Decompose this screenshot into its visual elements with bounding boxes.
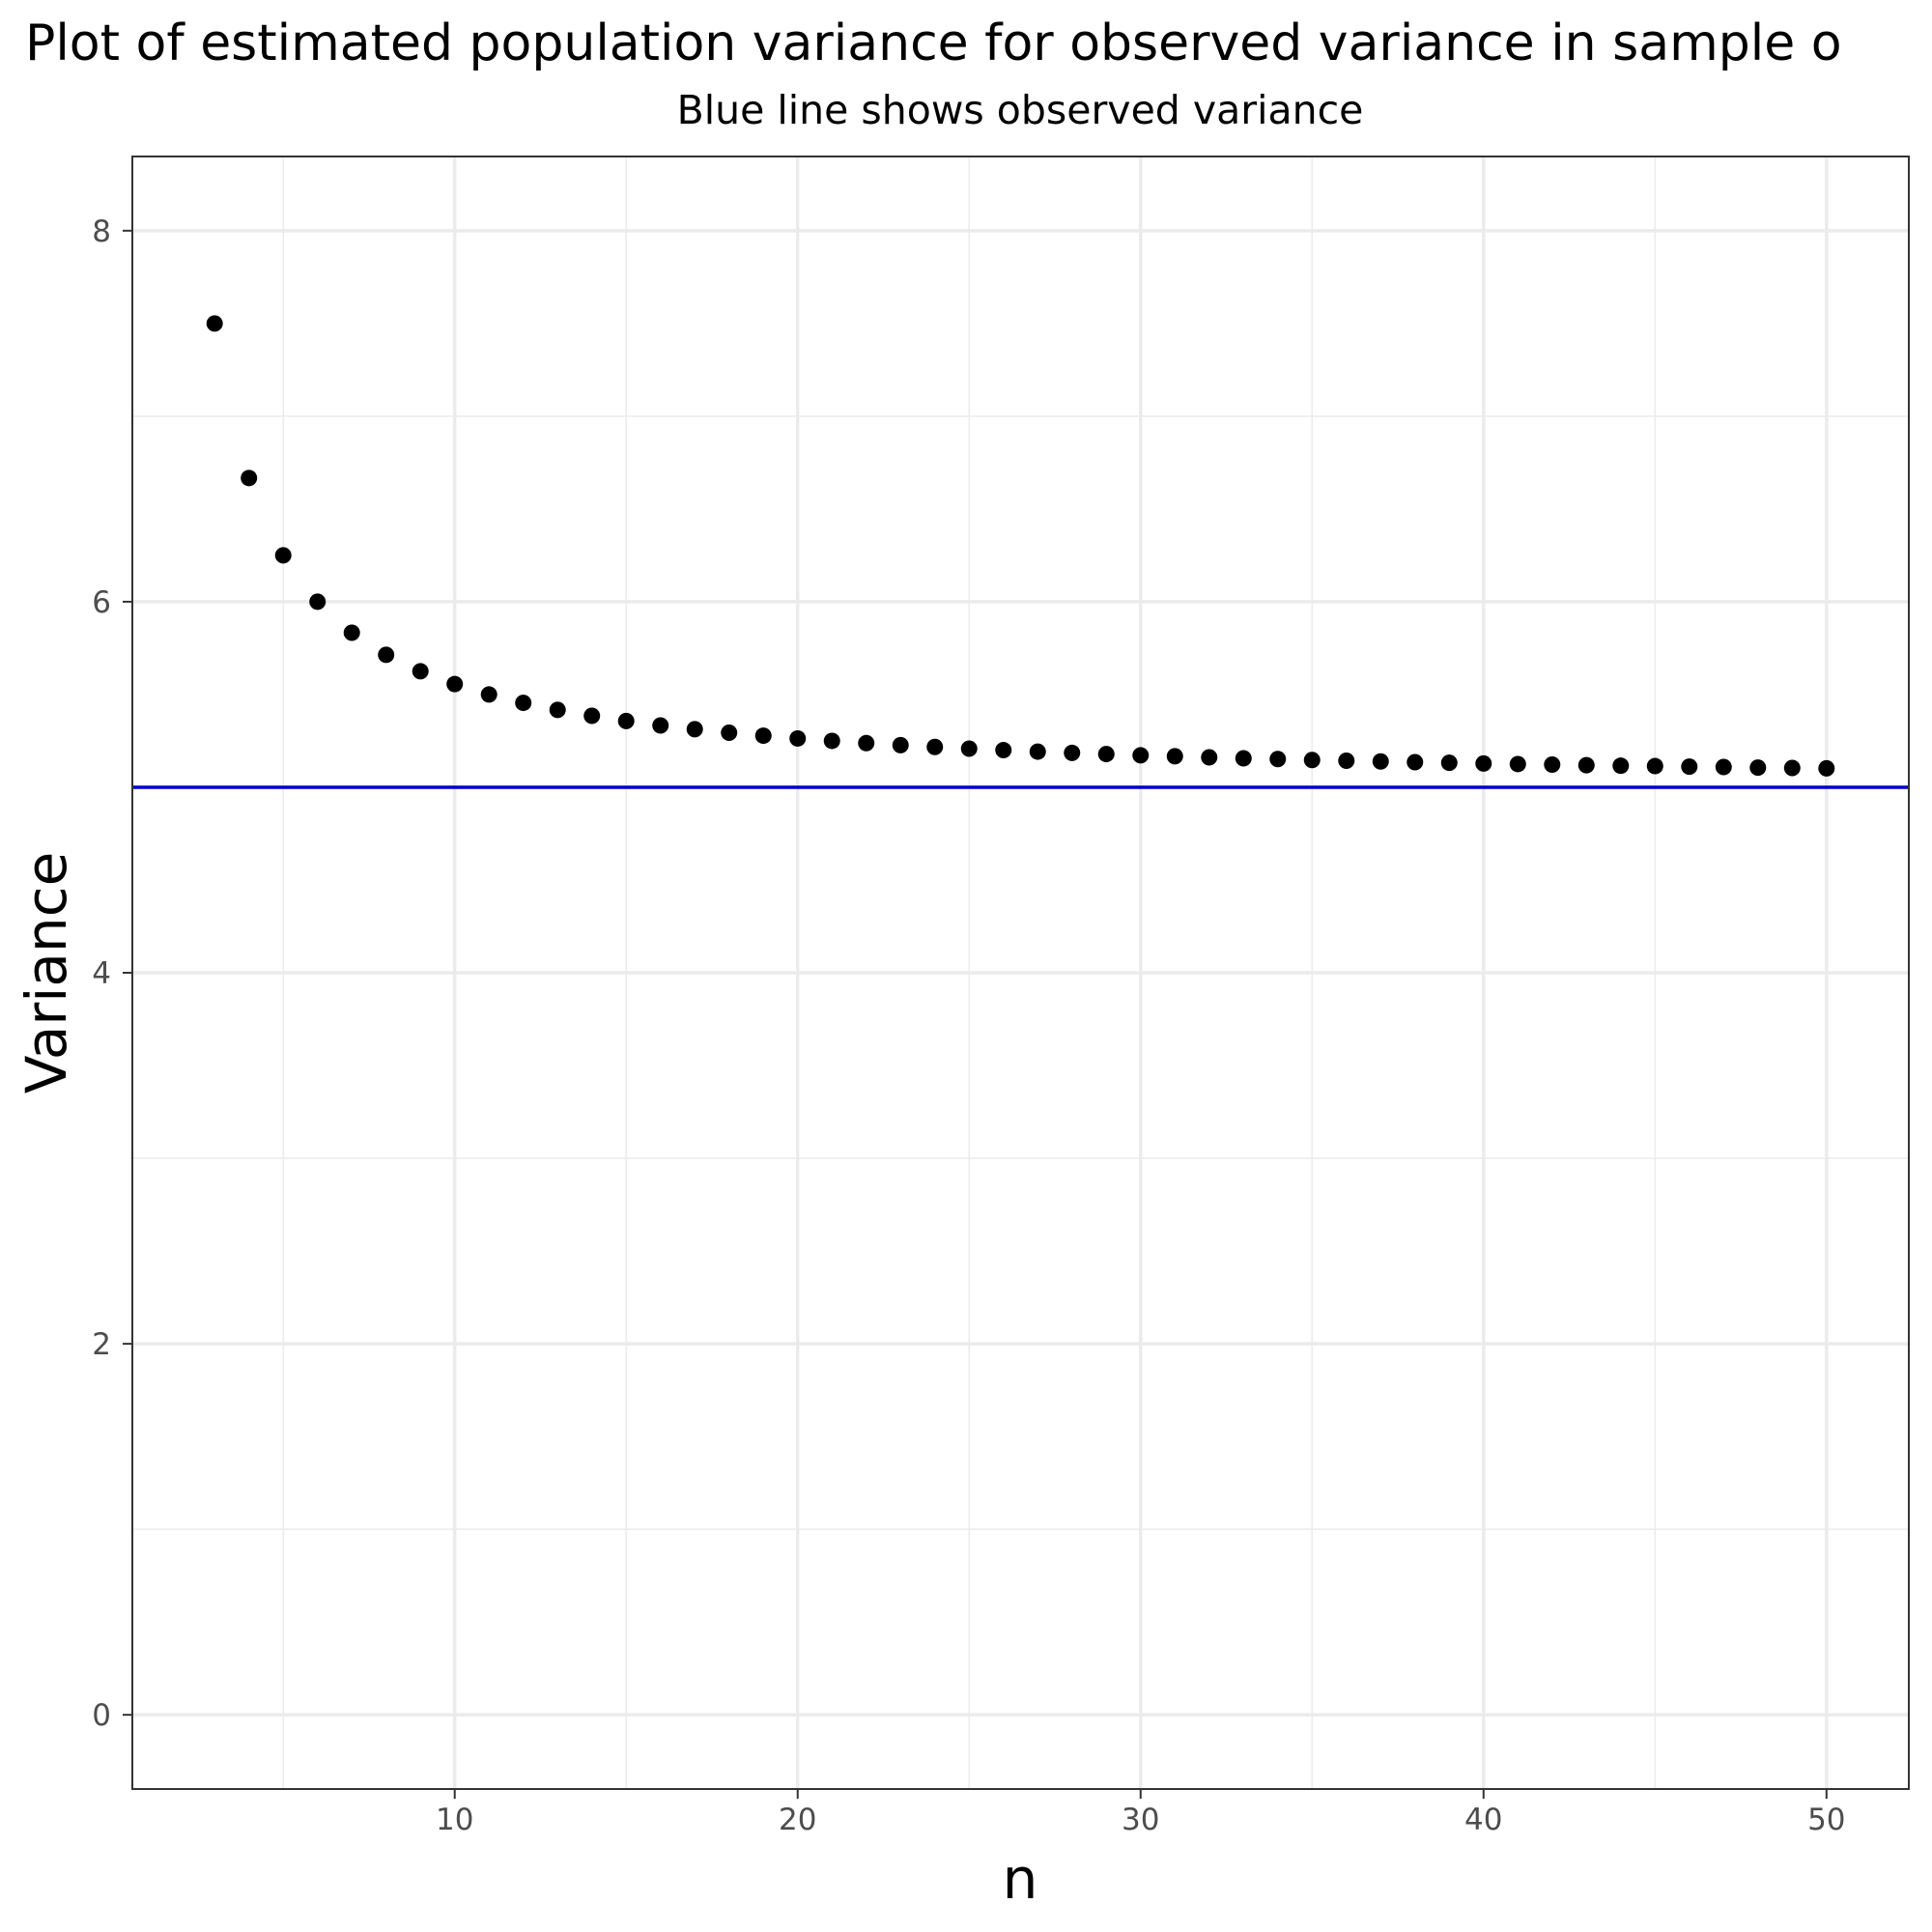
data-point: [480, 686, 497, 703]
data-point: [274, 547, 292, 564]
data-point: [1201, 749, 1218, 766]
data-point: [686, 721, 703, 738]
data-point: [789, 729, 807, 747]
x-axis: 10 20 30 40 50: [436, 1789, 1846, 1837]
data-point: [1166, 748, 1183, 765]
data-point: [721, 724, 738, 741]
data-point: [1544, 756, 1561, 774]
x-tick-label: 30: [1122, 1803, 1159, 1837]
data-point: [995, 742, 1012, 759]
major-gridlines: [132, 156, 1909, 1789]
data-point: [446, 675, 464, 693]
data-points: [206, 315, 1835, 777]
data-point: [583, 707, 601, 724]
data-point: [1235, 750, 1252, 767]
y-tick-label: 0: [92, 1698, 111, 1733]
data-point: [754, 727, 772, 745]
chart-subtitle: Blue line shows observed variance: [677, 87, 1364, 133]
data-point: [343, 624, 360, 641]
axes: 10 20 30 40 50 0 2 4 6 8: [92, 214, 1845, 1837]
data-point: [1509, 755, 1526, 773]
y-tick-label: 2: [92, 1327, 111, 1362]
y-tick-label: 6: [92, 585, 111, 620]
data-point: [1749, 759, 1767, 777]
data-point: [823, 732, 840, 750]
data-point: [412, 663, 429, 680]
y-axis-title: Variance: [14, 852, 79, 1094]
data-point: [1132, 747, 1150, 764]
data-point: [206, 315, 223, 332]
data-point: [858, 734, 875, 752]
data-point: [1646, 757, 1663, 775]
data-point: [1681, 758, 1698, 776]
data-point: [1715, 758, 1732, 776]
data-point: [241, 469, 258, 487]
y-tick-label: 8: [92, 214, 111, 249]
data-point: [1064, 744, 1081, 761]
data-point: [1818, 759, 1835, 777]
data-point: [378, 646, 395, 664]
data-point: [1475, 754, 1492, 772]
data-point: [617, 712, 635, 729]
chart-title: Plot of estimated population variance fo…: [25, 14, 1842, 72]
data-point: [1783, 759, 1801, 777]
data-point: [960, 740, 978, 757]
x-tick-label: 50: [1807, 1803, 1845, 1837]
data-point: [892, 736, 909, 753]
x-tick-label: 40: [1464, 1803, 1502, 1837]
y-axis: 0 2 4 6 8: [92, 214, 132, 1733]
x-tick-label: 10: [436, 1803, 473, 1837]
data-point: [1577, 756, 1595, 774]
data-point: [926, 738, 944, 755]
data-point: [1612, 757, 1630, 775]
x-axis-title: n: [1003, 1846, 1038, 1912]
data-point: [652, 717, 669, 734]
data-point: [309, 593, 327, 611]
data-point: [1269, 751, 1287, 768]
data-point: [515, 695, 532, 712]
data-point: [1338, 752, 1355, 769]
plot-panel: [131, 156, 1910, 1790]
data-point: [1372, 753, 1389, 770]
data-point: [1440, 754, 1458, 772]
data-point: [1097, 746, 1115, 763]
data-point: [1406, 753, 1424, 771]
x-tick-label: 20: [779, 1803, 816, 1837]
data-point: [1303, 752, 1321, 769]
data-point: [549, 701, 566, 719]
data-point: [1029, 743, 1046, 760]
y-tick-label: 4: [92, 956, 111, 991]
